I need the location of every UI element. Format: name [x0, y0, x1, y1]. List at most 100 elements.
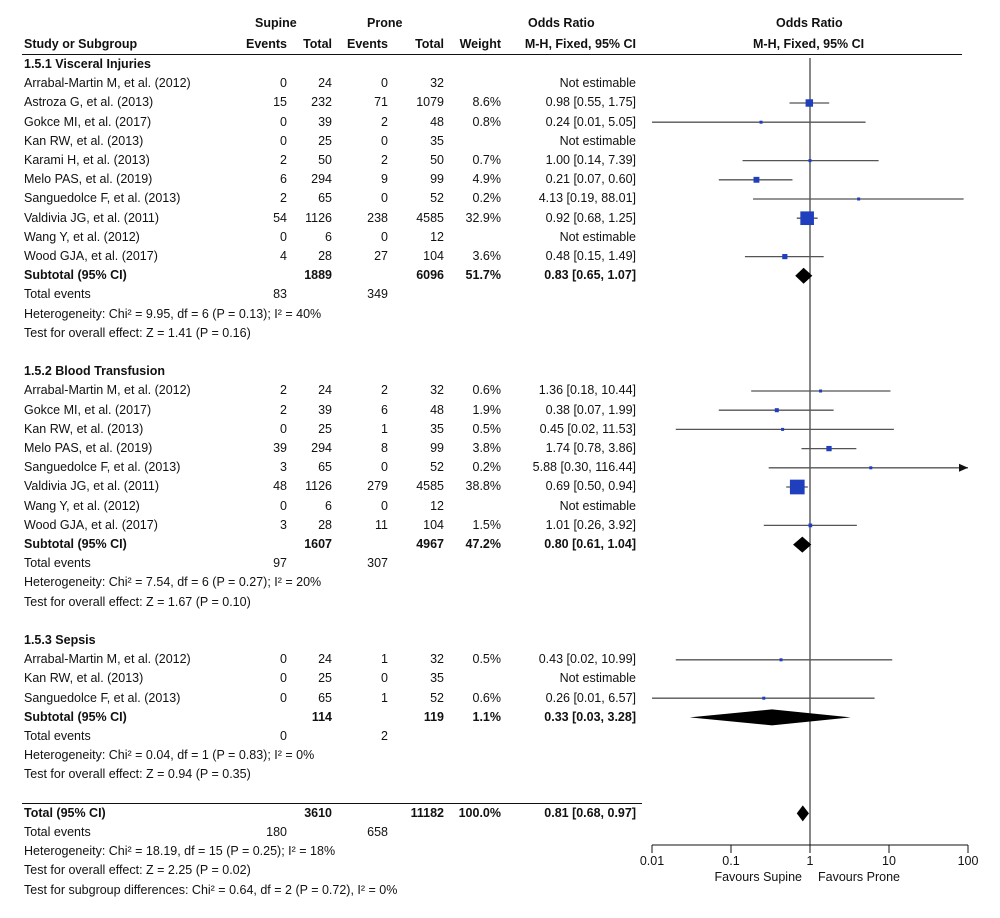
prone-total: 35: [430, 671, 444, 686]
weight: 1.1%: [472, 709, 502, 724]
weight: 1.5%: [472, 517, 502, 532]
row-label: Wang Y, et al. (2012): [24, 498, 140, 513]
prone-events: 2: [381, 153, 388, 167]
row-label: Total events: [24, 556, 91, 571]
or-header-right: Odds Ratio: [776, 16, 843, 30]
row-label: Sanguedolce F, et al. (2013): [24, 191, 181, 206]
row-label: Wang Y, et al. (2012): [24, 229, 140, 244]
header-rule: [22, 54, 962, 55]
supine-events: 0: [280, 421, 287, 436]
row-label: Total events: [24, 287, 91, 302]
prone-events: 2: [381, 729, 388, 743]
study-point: [800, 211, 814, 226]
row-label: Subtotal (95% CI): [24, 268, 127, 283]
table-row: Subtotal (95% CI) 1889 6096 51.7% 0.83 [0.65…: [0, 266, 1000, 285]
odds-ratio-ci: 0.33 [0.03, 3.28]: [544, 709, 636, 724]
prone-total: 32: [430, 76, 444, 91]
header-row-1: Supine Prone Odds Ratio Odds Ratio: [0, 14, 1000, 33]
odds-ratio-ci: 0.21 [0.07, 0.60]: [545, 172, 636, 187]
prone-total: 4585: [416, 210, 444, 225]
table-row: Astroza G, et al. (2013) 15 232 71 1079 8.6% 0…: [0, 93, 1000, 112]
row-label: Kan RW, et al. (2013): [24, 671, 144, 686]
supine-events: 0: [280, 114, 287, 129]
table-row: Heterogeneity: Chi² = 7.54, df = 6 (P = …: [0, 573, 1000, 592]
supine-total: 114: [311, 709, 332, 724]
supine-total: 25: [318, 133, 332, 148]
table-row: 1.5.3 Sepsis: [0, 631, 1000, 650]
weight: 51.7%: [465, 268, 501, 283]
subgroup-title: 1.5.3 Sepsis: [24, 633, 96, 647]
odds-ratio-ci: 0.92 [0.68, 1.25]: [545, 210, 636, 225]
weight: 0.7%: [472, 153, 502, 167]
supine-total: 28: [318, 249, 332, 263]
weight: 0.6%: [472, 690, 502, 705]
supine-total: 25: [318, 421, 332, 436]
row-label: Sanguedolce F, et al. (2013): [24, 690, 181, 705]
odds-ratio-ci: 0.98 [0.55, 1.75]: [545, 95, 636, 110]
row-label: Valdivia JG, et al. (2011): [24, 479, 160, 494]
supine-events: 83: [273, 287, 287, 302]
prone-total: 48: [430, 402, 444, 417]
prone-total: 32: [430, 383, 444, 398]
prone-events: 9: [381, 172, 388, 187]
odds-ratio-ci: 1.01 [0.26, 3.92]: [545, 517, 636, 532]
odds-ratio-ci: 4.13 [0.19, 88.01]: [538, 191, 636, 206]
weight: 0.2%: [472, 460, 502, 475]
row-label: Test for overall effect: Z = 0.94 (P = 0…: [24, 767, 251, 782]
weight: 100.0%: [458, 805, 501, 820]
supine-total: 50: [318, 153, 332, 167]
prone-total: 1079: [416, 95, 444, 110]
study-point: [779, 658, 783, 662]
odds-ratio-ci: 0.48 [0.15, 1.49]: [545, 249, 636, 263]
study-point: [819, 389, 823, 393]
supine-events: 0: [280, 652, 287, 667]
table-row: Kan RW, et al. (2013) 0 25 0 35 Not estimable: [0, 132, 1000, 151]
table-row: Wang Y, et al. (2012) 0 6 0 12 Not estimable: [0, 228, 1000, 247]
row-label: Total (95% CI): [24, 805, 106, 820]
table-row: Wood GJA, et al. (2017) 3 28 11 104 1.5% 1.01 …: [0, 516, 1000, 535]
supine-total: 294: [311, 441, 332, 455]
odds-ratio-ci: 1.00 [0.14, 7.39]: [545, 153, 636, 167]
supine-total: 25: [318, 671, 332, 686]
weight: 32.9%: [465, 210, 501, 225]
table-row: Valdivia JG, et al. (2011) 48 1126 279 4585 3…: [0, 477, 1000, 496]
table-row: Total events 97 307: [0, 554, 1000, 573]
supine-total: 294: [311, 172, 332, 187]
prone-total: 99: [430, 172, 444, 187]
study-point: [782, 254, 788, 260]
table-row: 1.5.1 Visceral Injuries: [0, 55, 1000, 74]
header-row-2: Study or Subgroup Events Total Events To…: [0, 35, 1000, 54]
row-label: Kan RW, et al. (2013): [24, 133, 144, 148]
pooled-diamond: [689, 709, 851, 726]
study-point: [759, 120, 763, 124]
table-row: Subtotal (95% CI) 1607 4967 47.2% 0.80 [0.61…: [0, 535, 1000, 554]
prone-events: 1: [381, 421, 388, 436]
prone-events: 0: [381, 191, 388, 206]
row-label: Total events: [24, 825, 91, 839]
supine-total: 232: [311, 95, 332, 110]
supine-total: 1126: [305, 210, 332, 225]
weight: 4.9%: [472, 172, 502, 187]
or-header-left: Odds Ratio: [528, 16, 595, 30]
prone-total: 52: [430, 460, 444, 475]
prone-total: 35: [430, 133, 444, 148]
study-point: [826, 445, 832, 452]
row-label: Total events: [24, 729, 91, 743]
table-row: Melo PAS, et al. (2019) 6 294 9 99 4.9% 0.21 […: [0, 170, 1000, 189]
table-row: Arrabal-Martin M, et al. (2012) 0 24 0 32 Not…: [0, 74, 1000, 93]
study-point: [808, 159, 812, 163]
prone-events: 2: [381, 383, 388, 398]
supine-events: 0: [280, 671, 287, 686]
supine-total: 65: [318, 191, 332, 206]
supine-total: 24: [318, 652, 332, 667]
odds-ratio-ci: 0.43 [0.02, 10.99]: [538, 652, 636, 667]
weight-header: Weight: [459, 37, 501, 51]
table-row: Gokce MI, et al. (2017) 2 39 6 48 1.9% 0.38 [0…: [0, 401, 1000, 420]
study-point: [805, 99, 814, 107]
prone-total: 99: [430, 441, 444, 455]
row-label: Melo PAS, et al. (2019): [24, 172, 153, 187]
supine-events: 3: [280, 517, 287, 532]
odds-ratio-ci: 0.83 [0.65, 1.07]: [544, 268, 636, 283]
